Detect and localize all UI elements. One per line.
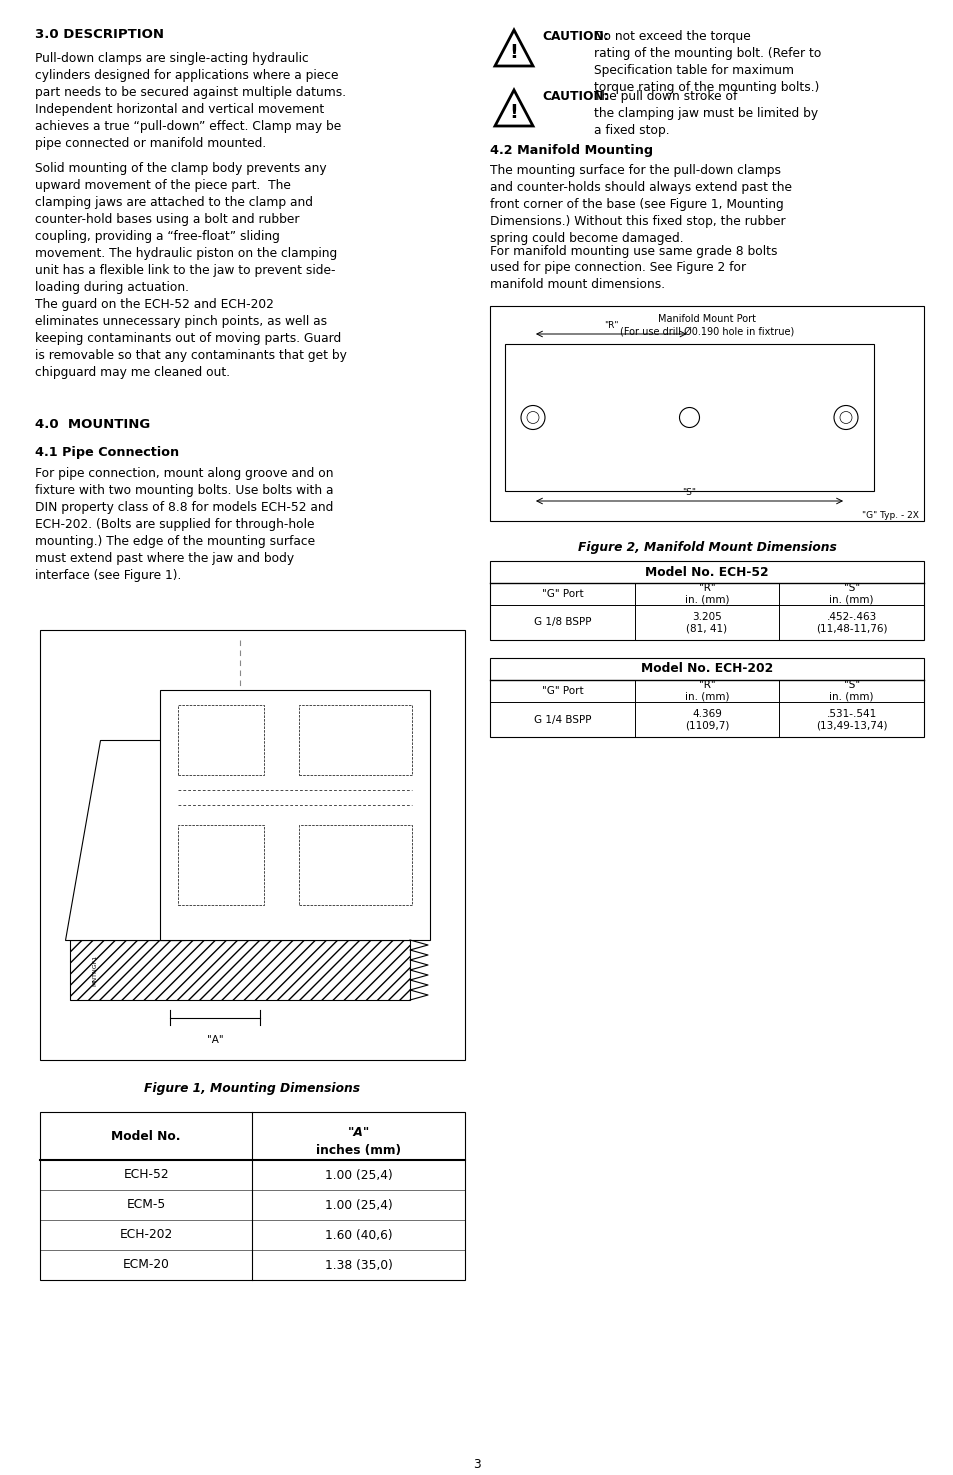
Text: !: ! (509, 43, 517, 62)
Circle shape (840, 412, 851, 423)
Text: 4.2 Manifold Mounting: 4.2 Manifold Mounting (490, 145, 653, 156)
Text: Model No. ECH-52: Model No. ECH-52 (644, 565, 768, 578)
Bar (40, 630, 464, 1061)
Circle shape (526, 412, 538, 423)
Text: Model No. ECH-202: Model No. ECH-202 (640, 662, 772, 676)
Circle shape (833, 406, 857, 429)
Text: "A": "A" (207, 1035, 223, 1044)
Text: G 1/4 BSPP: G 1/4 BSPP (533, 714, 591, 724)
Text: "R": "R" (603, 322, 618, 330)
Text: Do not exceed the torque
rating of the mounting bolt. (Refer to
Specification ta: Do not exceed the torque rating of the m… (594, 30, 821, 94)
Polygon shape (495, 30, 533, 66)
Text: For manifold mounting use same grade 8 bolts
used for pipe connection. See Figur: For manifold mounting use same grade 8 b… (490, 245, 777, 292)
Text: Figure 1, Mounting Dimensions: Figure 1, Mounting Dimensions (144, 1083, 360, 1094)
Text: For pipe connection, mount along groove and on
fixture with two mounting bolts. : For pipe connection, mount along groove … (35, 468, 334, 583)
Bar (299, 825, 412, 906)
Bar (299, 705, 412, 774)
Text: CAUTION:: CAUTION: (541, 90, 608, 103)
Text: "G" Typ. - 2X: "G" Typ. - 2X (862, 510, 918, 521)
Text: 1.00 (25,4): 1.00 (25,4) (325, 1199, 393, 1211)
Text: CAUTION:: CAUTION: (541, 30, 608, 43)
Text: inches (mm): inches (mm) (315, 1145, 401, 1156)
Text: ECM-20: ECM-20 (123, 1258, 170, 1271)
Text: Solid mounting of the clamp body prevents any
upward movement of the piece part.: Solid mounting of the clamp body prevent… (35, 162, 337, 294)
Text: "G" Port: "G" Port (541, 686, 582, 696)
Text: "S"
in. (mm): "S" in. (mm) (828, 680, 873, 702)
Text: "R"
in. (mm): "R" in. (mm) (684, 583, 728, 605)
Polygon shape (495, 90, 533, 125)
Text: .452-.463
(11,48-11,76): .452-.463 (11,48-11,76) (815, 612, 886, 633)
Text: 1.60 (40,6): 1.60 (40,6) (325, 1229, 392, 1242)
Text: .531-.541
(13,49-13,74): .531-.541 (13,49-13,74) (815, 708, 886, 730)
Text: 1.38 (35,0): 1.38 (35,0) (324, 1258, 393, 1271)
Bar (490, 658, 923, 738)
Text: 3.205
(81, 41): 3.205 (81, 41) (686, 612, 727, 633)
Text: The pull down stroke of
the clamping jaw must be limited by
a fixed stop.: The pull down stroke of the clamping jaw… (594, 90, 818, 137)
Text: ECM-5: ECM-5 (127, 1199, 166, 1211)
Text: The mounting surface for the pull-down clamps
and counter-holds should always ex: The mounting surface for the pull-down c… (490, 164, 791, 245)
Text: ECH-52: ECH-52 (123, 1168, 169, 1181)
Text: Model No.: Model No. (112, 1130, 181, 1143)
Text: ECH-202: ECH-202 (119, 1229, 172, 1242)
Bar (178, 825, 264, 906)
Bar (70, 940, 410, 1000)
Text: "S"
in. (mm): "S" in. (mm) (828, 583, 873, 605)
Bar (490, 305, 923, 521)
Circle shape (520, 406, 544, 429)
Bar (490, 560, 923, 640)
Text: 3: 3 (473, 1457, 480, 1471)
Bar (160, 690, 430, 940)
Text: 4.369
(1109,7): 4.369 (1109,7) (684, 708, 728, 730)
Text: !: ! (509, 103, 517, 122)
Text: "A": "A" (347, 1125, 370, 1139)
Text: Pull-down clamps are single-acting hydraulic
cylinders designed for applications: Pull-down clamps are single-acting hydra… (35, 52, 346, 150)
Text: Figure 2, Manifold Mount Dimensions: Figure 2, Manifold Mount Dimensions (577, 541, 836, 555)
Text: 4.1 Pipe Connection: 4.1 Pipe Connection (35, 445, 179, 459)
Text: G 1/8 BSPP: G 1/8 BSPP (533, 618, 591, 627)
Bar (40, 1112, 464, 1280)
Bar (178, 705, 264, 774)
Bar (504, 344, 873, 491)
Text: Manifold Mount Port: Manifold Mount Port (658, 314, 755, 324)
Text: The guard on the ECH-52 and ECH-202
eliminates unnecessary pinch points, as well: The guard on the ECH-52 and ECH-202 elim… (35, 298, 347, 379)
Circle shape (679, 407, 699, 428)
Text: "R"
in. (mm): "R" in. (mm) (684, 680, 728, 702)
Text: (For use drill Ø0.190 hole in fixtrue): (For use drill Ø0.190 hole in fixtrue) (619, 327, 793, 336)
Text: MNTNGF1: MNTNGF1 (92, 954, 97, 985)
Text: "S": "S" (681, 488, 696, 497)
Text: 4.0  MOUNTING: 4.0 MOUNTING (35, 417, 150, 431)
Text: "G" Port: "G" Port (541, 589, 582, 599)
Polygon shape (65, 740, 185, 940)
Text: 1.00 (25,4): 1.00 (25,4) (325, 1168, 393, 1181)
Text: 3.0 DESCRIPTION: 3.0 DESCRIPTION (35, 28, 164, 41)
